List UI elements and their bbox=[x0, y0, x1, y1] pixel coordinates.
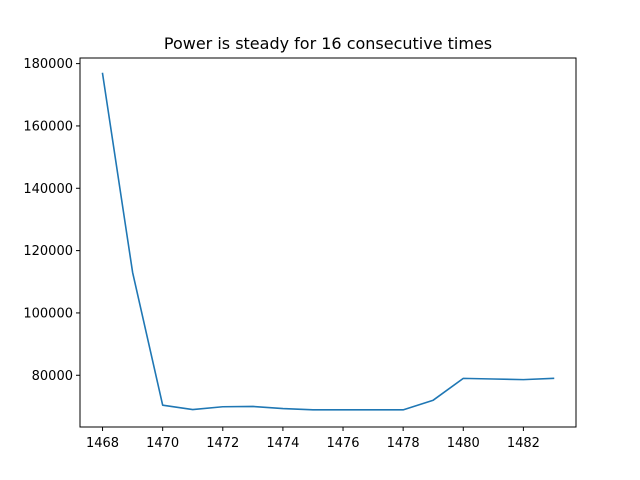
chart-title: Power is steady for 16 consecutive times bbox=[164, 34, 492, 53]
series-line bbox=[101, 72, 555, 411]
y-tick-label: 180000 bbox=[23, 57, 73, 72]
x-tick-label: 1476 bbox=[326, 436, 359, 451]
y-tick-label: 140000 bbox=[23, 182, 73, 197]
x-tick-label: 1470 bbox=[146, 436, 179, 451]
y-tick-label: 80000 bbox=[32, 369, 73, 384]
x-axis: 1468 1470 1472 1474 1476 1478 1480 1482 bbox=[86, 427, 540, 451]
y-tick-label: 100000 bbox=[23, 306, 73, 321]
x-tick-label: 1472 bbox=[206, 436, 239, 451]
x-tick-label: 1474 bbox=[266, 436, 299, 451]
x-tick-label: 1480 bbox=[447, 436, 480, 451]
x-tick-label: 1478 bbox=[387, 436, 420, 451]
y-axis: 80000 100000 120000 140000 160000 180000 bbox=[23, 57, 80, 384]
y-tick-label: 160000 bbox=[23, 119, 73, 134]
series-layer bbox=[101, 72, 555, 411]
plot-area-frame bbox=[79, 57, 577, 428]
x-tick-label: 1482 bbox=[507, 436, 540, 451]
y-tick-label: 120000 bbox=[23, 244, 73, 259]
x-tick-label: 1468 bbox=[86, 436, 119, 451]
